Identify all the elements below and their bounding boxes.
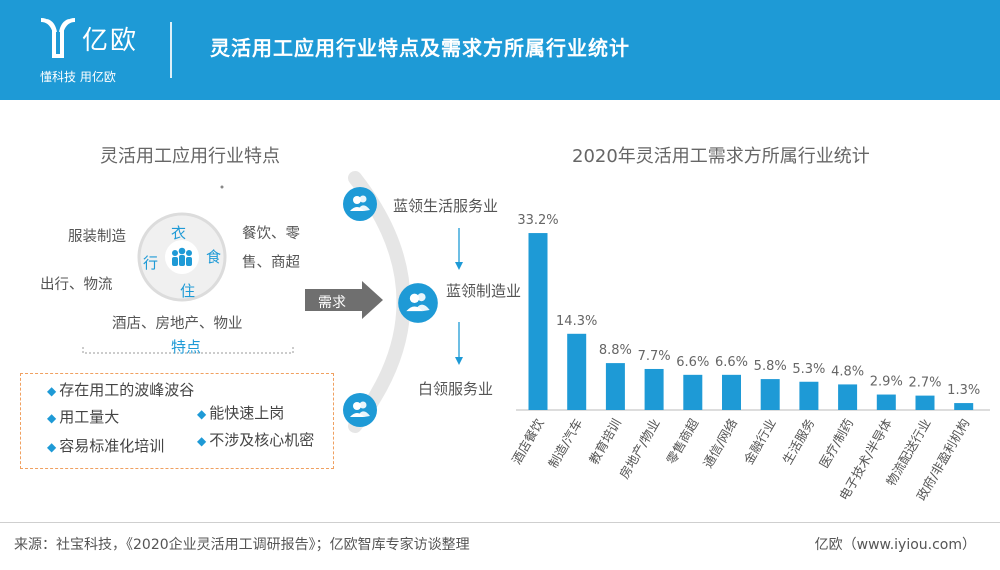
bar [838,384,858,410]
people-group-icon [172,247,192,266]
logo-mark-icon [40,18,76,58]
category-travel: 出行、物流 [40,277,113,293]
flow-step-3: 白领服务业 [418,380,494,398]
feature-item: ◆ 用工量大 [47,408,120,426]
features-box: ◆ 存在用工的波峰波谷 ◆ 用工量大 ◆ 能快速上岗 ◆ 容易标准化培训 ◆ 不涉及核心机… [20,373,334,469]
category-dining-line1: 餐饮、零 [242,226,300,242]
x-tick-label: 教育培训 [586,416,624,467]
bar-value-label: 8.8% [599,343,632,358]
category-housing: 酒店、房地产、物业 [112,316,243,332]
user-circle-icon [343,187,377,221]
footer-divider [0,522,1000,523]
header-banner: 亿欧 懂科技 用亿欧 灵活用工应用行业特点及需求方所属行业统计 [0,0,1000,100]
bar-value-label: 33.2% [517,213,558,228]
bar-value-label: 1.3% [947,383,980,398]
credit-note: 亿欧（www.iyiou.com） [814,537,976,553]
user-circle-icon [398,283,438,323]
bar-value-label: 5.3% [792,362,825,377]
demand-arrow-icon [305,281,383,319]
x-tick-label: 房地产/物业 [616,416,662,481]
category-wheel [137,212,227,302]
bar [799,381,819,410]
feature-item: ◆ 不涉及核心机密 [197,431,315,449]
wheel-label-travel: 行 [143,254,159,272]
flow-step-2: 蓝领制造业 [446,282,522,300]
x-tick-label: 零售商超 [663,416,701,467]
page-title: 灵活用工应用行业特点及需求方所属行业统计 [210,36,630,60]
bar [760,379,780,410]
bar [876,394,896,410]
diamond-icon: ◆ [197,407,207,421]
features-label: 特点 [171,338,202,356]
category-dining-line2: 售、商超 [242,255,300,271]
wheel-label-food: 食 [206,248,222,266]
x-tick-label: 制造/汽车 [545,416,585,470]
x-tick-label: 金融行业 [741,416,779,467]
header-divider [170,22,172,78]
bar-value-label: 4.8% [831,364,864,379]
bar-value-label: 5.8% [754,359,787,374]
bar-chart: 33.2% 酒店餐饮 14.3% 制造/汽车 8.8% 教育培训 7.7% 房地产/物业 6.6… [509,213,990,503]
feature-item: ◆ 能快速上岗 [197,404,285,422]
feature-item: ◆ 存在用工的波峰波谷 [47,381,195,399]
feature-item: ◆ 容易标准化培训 [47,437,165,455]
bar-value-label: 2.9% [870,375,903,390]
demand-arrow-label: 需求 [318,295,346,311]
logo-text: 亿欧 [82,26,139,56]
chart-title: 2020年灵活用工需求方所属行业统计 [572,146,870,167]
bar-value-label: 7.7% [638,349,671,364]
user-circle-icon [343,393,377,427]
diamond-icon: ◆ [47,411,57,425]
bar-value-label: 6.6% [676,355,709,370]
logo-slogan: 懂科技 用亿欧 [40,70,116,84]
diamond-icon: ◆ [197,434,207,448]
source-note: 来源：社宝科技，《2020企业灵活用工调研报告》；亿欧智库专家访谈整理 [14,537,470,553]
bar [644,368,664,410]
diamond-icon: ◆ [47,384,57,398]
x-tick-label: 通信/网络 [700,416,740,471]
bar [722,374,741,410]
bar-value-label: 6.6% [715,355,748,370]
bar [528,233,548,410]
bar [954,403,974,410]
bar [683,374,703,410]
bar [605,363,625,410]
bar-value-label: 14.3% [556,314,597,329]
down-arrow-head [455,357,463,365]
flow-step-1: 蓝领生活服务业 [393,197,499,215]
wheel-label-clothing: 衣 [171,224,187,242]
bar [567,333,587,410]
x-tick-label: 酒店餐饮 [509,416,547,467]
diamond-icon: ◆ [47,440,57,454]
wheel-label-housing: 住 [180,282,196,300]
left-section-title: 灵活用工应用行业特点 [100,146,280,167]
bar-value-label: 2.7% [908,376,941,391]
category-clothing: 服装制造 [68,229,126,245]
x-tick-label: 生活服务 [779,416,817,467]
bar [915,395,935,410]
logo: 亿欧 懂科技 用亿欧 [38,14,148,86]
down-arrow-head [455,262,463,270]
x-tick-label: 医疗/制药 [816,416,856,470]
